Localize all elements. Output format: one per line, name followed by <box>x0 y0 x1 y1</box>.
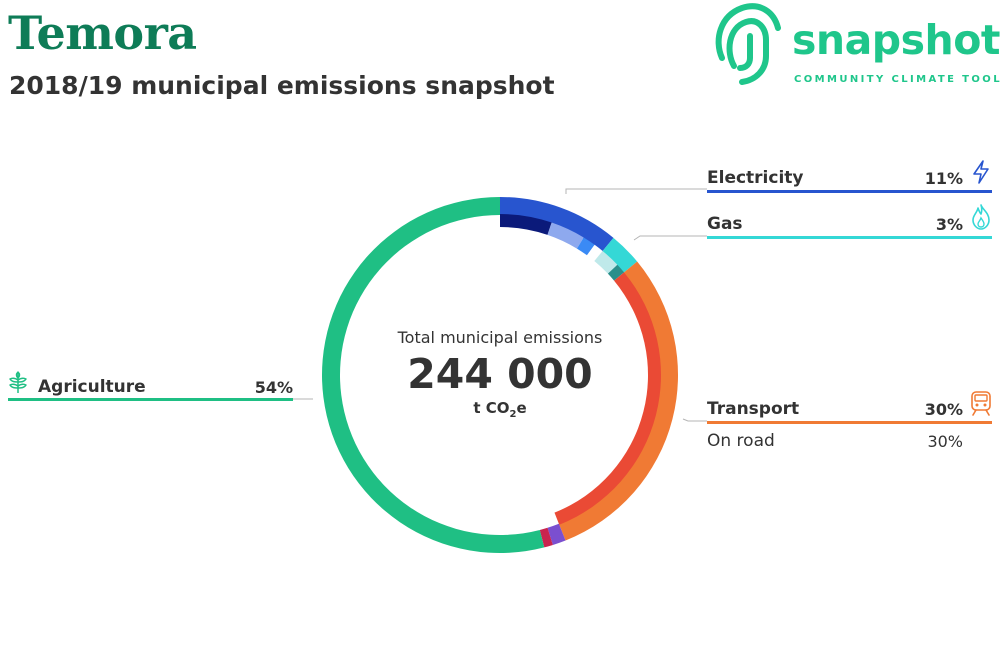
gas-underline <box>707 236 992 239</box>
total-emissions-block: Total municipal emissions 244 000 t CO2e <box>360 328 640 420</box>
total-emissions-unit: t CO2e <box>473 399 527 420</box>
agriculture-percent: 54% <box>254 378 293 397</box>
on-road-percent: 30% <box>927 432 963 451</box>
page-title: Temora <box>8 6 197 60</box>
transport-percent: 30% <box>924 400 963 419</box>
agriculture-underline <box>8 398 293 401</box>
donut-slice-transport <box>558 261 678 541</box>
fingerprint-logo-icon <box>715 3 781 85</box>
transport-label: Transport <box>707 399 800 419</box>
transport-leader-line <box>682 418 707 422</box>
gas-label: Gas <box>707 214 743 234</box>
donut-slice-other <box>539 527 553 548</box>
electricity-underline <box>707 190 992 193</box>
agriculture-label: Agriculture <box>38 377 146 397</box>
snapshot-logo: snapshot COMMUNITY CLIMATE TOOL <box>712 0 1000 92</box>
gas-percent: 3% <box>935 215 963 234</box>
electricity-leader-line <box>565 188 707 194</box>
donut-inner-segment-segment-0 <box>500 214 552 235</box>
flame-icon <box>972 204 990 230</box>
on-road-label: On road <box>707 431 775 451</box>
donut-inner-segment-segment-5 <box>607 264 625 281</box>
lightning-icon <box>973 160 989 184</box>
electricity-percent: 11% <box>924 169 963 188</box>
electricity-label: Electricity <box>707 168 804 188</box>
donut-inner-segment-segment-2 <box>576 237 595 256</box>
donut-inner-segment-segment-6 <box>554 272 661 525</box>
page-subtitle: 2018/19 municipal emissions snapshot <box>9 71 555 100</box>
total-emissions-value: 244 000 <box>407 350 593 398</box>
leaf-icon <box>9 371 27 393</box>
transport-underline <box>707 421 992 424</box>
donut-inner-segment-segment-4 <box>594 250 618 274</box>
logo-tagline: COMMUNITY CLIMATE TOOL <box>794 74 1000 85</box>
donut-inner-segment-segment-1 <box>547 222 584 249</box>
gas-leader-line <box>633 235 707 241</box>
logo-wordmark: snapshot <box>792 16 1000 64</box>
donut-slice-waste <box>547 523 566 545</box>
total-emissions-label: Total municipal emissions <box>397 328 603 347</box>
donut-slice-gas <box>601 237 638 274</box>
train-icon <box>971 391 991 416</box>
donut-inner-segment-segment-3 <box>586 244 603 261</box>
